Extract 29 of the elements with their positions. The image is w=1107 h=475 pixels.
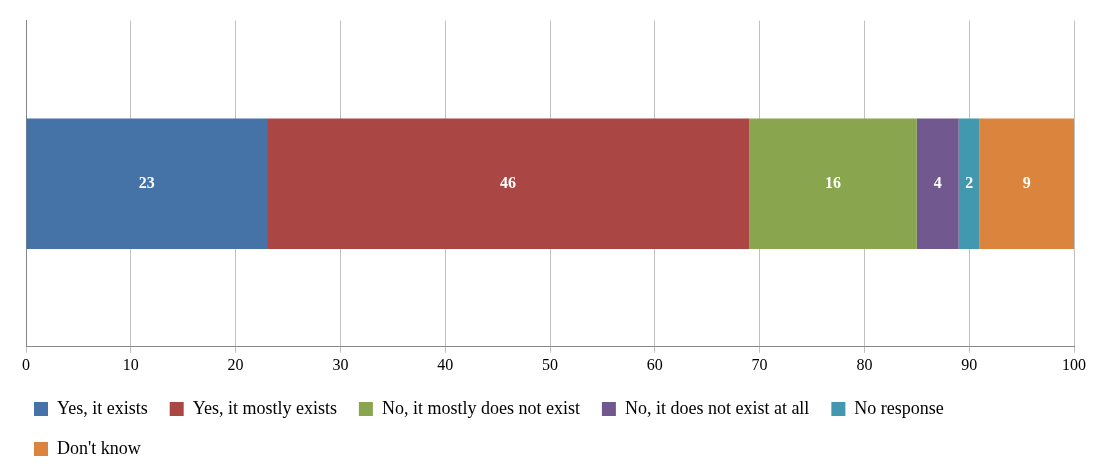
legend-label: Yes, it exists xyxy=(57,397,148,418)
x-tick-label: 40 xyxy=(437,355,454,373)
x-tick-label: 30 xyxy=(332,355,349,373)
x-tick-label: 80 xyxy=(856,355,873,373)
x-tick-label: 50 xyxy=(542,355,558,373)
data-label: 23 xyxy=(138,173,155,191)
legend-label: No, it mostly does not exist xyxy=(381,397,580,418)
data-label: 9 xyxy=(1022,173,1031,191)
bar xyxy=(916,118,959,249)
data-label: 2 xyxy=(965,173,974,191)
data-label: 4 xyxy=(933,173,942,191)
x-tick-label: 90 xyxy=(961,355,978,373)
data-label: 46 xyxy=(500,173,517,191)
legend-label: No response xyxy=(854,397,944,418)
bar xyxy=(267,118,750,249)
x-tick-label: 60 xyxy=(646,355,663,373)
bar xyxy=(958,118,980,249)
x-tick-label: 10 xyxy=(122,355,139,373)
legend-label: No, it does not exist at all xyxy=(624,397,810,418)
bar xyxy=(26,118,268,249)
x-tick-label: 70 xyxy=(751,355,768,373)
data-label: 16 xyxy=(824,173,841,191)
x-tick-label: 0 xyxy=(22,355,30,373)
x-tick-label: 100 xyxy=(1062,355,1086,373)
bar xyxy=(749,118,917,249)
bar xyxy=(979,118,1074,249)
legend-label: Don't know xyxy=(57,437,141,458)
legend-label: Yes, it mostly exists xyxy=(192,397,337,418)
x-tick-label: 20 xyxy=(227,355,244,373)
